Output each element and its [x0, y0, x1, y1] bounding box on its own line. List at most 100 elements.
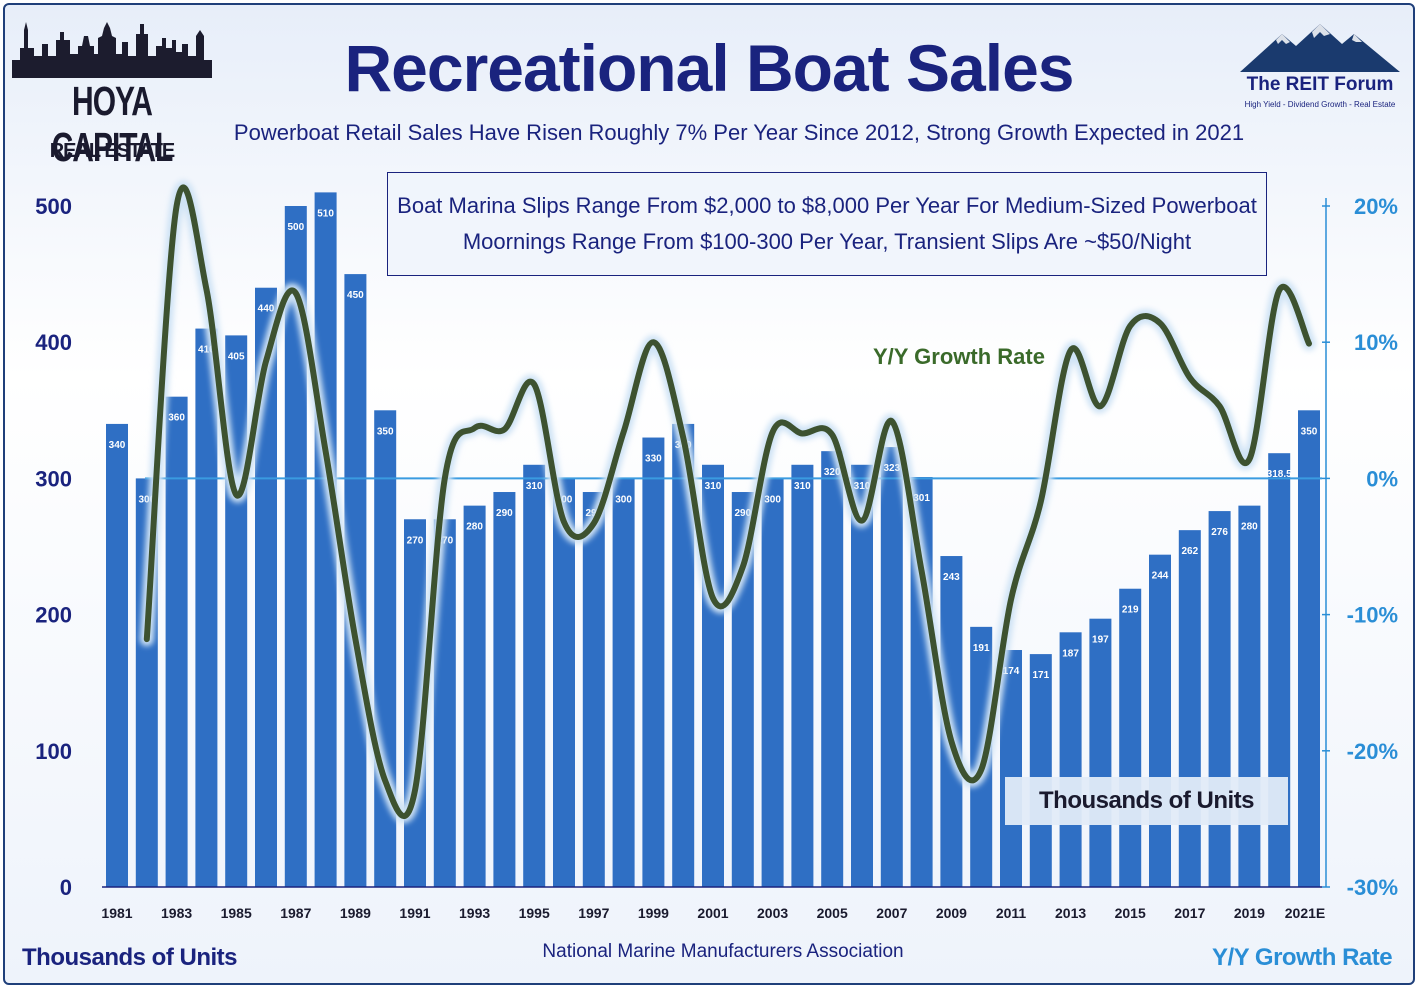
y2-tick-4: 10% — [1354, 330, 1398, 355]
x-tick-1981: 1981 — [101, 905, 132, 921]
bar-value-label-1998: 300 — [615, 494, 632, 505]
bar-value-label-2017: 262 — [1181, 546, 1198, 557]
bar-value-label-1987: 500 — [287, 222, 304, 233]
bar-1992 — [433, 519, 456, 887]
bar-1988 — [314, 192, 337, 887]
bar-1994 — [493, 492, 516, 887]
bar-1998 — [612, 478, 635, 887]
bar-value-label-1986: 440 — [258, 304, 275, 315]
bar-2006 — [851, 464, 873, 887]
x-tick-2003: 2003 — [757, 905, 788, 921]
y2-tick-3: 0% — [1366, 466, 1398, 491]
bar-value-label-2013: 187 — [1062, 648, 1079, 659]
y-tick-300: 300 — [35, 466, 72, 491]
bar-1989 — [344, 274, 367, 888]
x-tick-1995: 1995 — [519, 905, 550, 921]
bar-value-label-2019: 280 — [1241, 522, 1258, 533]
x-tick-2007: 2007 — [876, 905, 907, 921]
bar-value-label-1992: 270 — [436, 535, 453, 546]
bar-value-label-1999: 330 — [645, 454, 662, 465]
bar-value-label-2006: 310 — [854, 481, 871, 492]
bar-value-label-2003: 300 — [764, 494, 781, 505]
left-axis-title: Thousands of Units — [22, 944, 238, 971]
bar-value-label-1995: 310 — [526, 481, 543, 492]
annotation-line1: Boat Marina Slips Range From $2,000 to $… — [397, 193, 1257, 218]
bar-value-label-2012: 171 — [1032, 670, 1049, 681]
bar-value-label-2004: 310 — [794, 481, 811, 492]
bar-2004 — [791, 464, 814, 887]
x-tick-2015: 2015 — [1115, 905, 1146, 921]
bar-value-label-2014: 197 — [1092, 635, 1109, 646]
growth-line-layer — [139, 180, 1316, 824]
y-tick-500: 500 — [35, 194, 72, 219]
bar-2021E — [1298, 410, 1320, 887]
hoya-capital-logo: HOYA CAPITAL REAL ESTATE — [12, 10, 212, 170]
bar-2017 — [1178, 530, 1201, 887]
x-tick-1985: 1985 — [221, 905, 252, 921]
bar-1987 — [284, 206, 307, 887]
x-tick-2013: 2013 — [1055, 905, 1086, 921]
bar-value-label-2015: 219 — [1122, 605, 1139, 616]
x-tick-1983: 1983 — [161, 905, 192, 921]
x-tick-2021E: 2021E — [1285, 905, 1325, 921]
bar-value-label-2011: 174 — [1003, 666, 1020, 677]
x-tick-1991: 1991 — [399, 905, 430, 921]
chart-title: Recreational Boat Sales — [344, 31, 1075, 105]
bar-2014 — [1089, 618, 1112, 887]
bar-value-label-2007: 323 — [883, 463, 900, 474]
y2-tick-5: 20% — [1354, 194, 1398, 219]
x-tick-1999: 1999 — [638, 905, 669, 921]
y2-tick-2: -10% — [1347, 603, 1398, 628]
bar-1997 — [582, 492, 605, 887]
x-tick-1997: 1997 — [578, 905, 609, 921]
bar-2005 — [821, 451, 844, 887]
growth-line — [143, 184, 1312, 820]
right-axis-title: Y/Y Growth Rate — [1212, 944, 1393, 971]
y-tick-0: 0 — [60, 875, 72, 900]
units-label: Thousands of Units — [1039, 787, 1255, 814]
bars-layer — [106, 192, 1320, 888]
growth-series-label: Y/Y Growth Rate — [873, 344, 1045, 369]
annotation-line2: Moornings Range From $100-300 Per Year, … — [462, 229, 1192, 254]
x-tick-2005: 2005 — [817, 905, 848, 921]
bar-1996 — [553, 478, 575, 887]
axes-layer: 0 100 200 300 400 500 -30% -20% -10% 0% 10% 20% 1981… — [35, 194, 1398, 921]
y-tick-400: 400 — [35, 330, 72, 355]
bar-1986 — [255, 287, 277, 888]
bar-value-label-2020: 318.5 — [1267, 469, 1292, 480]
bar-value-label-1989: 450 — [347, 290, 364, 301]
bar-2013 — [1059, 632, 1082, 887]
bar-2003 — [761, 478, 784, 887]
logo-line2: REAL ESTATE — [49, 140, 176, 162]
y-tick-100: 100 — [35, 739, 72, 764]
bar-2016 — [1149, 554, 1171, 887]
bar-value-label-2018: 276 — [1211, 527, 1228, 538]
bar-2019 — [1238, 505, 1261, 887]
bar-value-label-2002: 290 — [734, 508, 751, 519]
bar-value-label-2009: 243 — [943, 572, 960, 583]
bar-2015 — [1119, 588, 1142, 887]
y2-tick-1: -20% — [1347, 739, 1398, 764]
bar-value-label-2016: 244 — [1152, 571, 1169, 582]
x-tick-2001: 2001 — [697, 905, 728, 921]
bar-1981 — [106, 423, 128, 887]
bar-value-label-1994: 290 — [496, 508, 513, 519]
bar-value-label-1991: 270 — [407, 535, 424, 546]
bar-value-label-1984: 410 — [198, 345, 215, 356]
x-tick-1993: 1993 — [459, 905, 490, 921]
chart-subtitle: Powerboat Retail Sales Have Risen Roughl… — [233, 120, 1245, 145]
x-tick-1989: 1989 — [340, 905, 371, 921]
bar-1999 — [642, 437, 665, 887]
annotation-box: Boat Marina Slips Range From $2,000 to $… — [387, 172, 1267, 276]
reit-forum-logo: The REIT Forum High Yield - Dividend Gro… — [1230, 20, 1410, 120]
x-tick-2009: 2009 — [936, 905, 967, 921]
bar-2012 — [1029, 654, 1052, 887]
bar-1993 — [463, 505, 486, 887]
bar-value-label-2010: 191 — [973, 643, 990, 654]
units-label-box: Thousands of Units — [1005, 777, 1288, 825]
y2-tick-0: -30% — [1347, 875, 1398, 900]
x-tick-1987: 1987 — [280, 905, 311, 921]
bar-value-label-2001: 310 — [705, 481, 722, 492]
source-note: National Marine Manufacturers Associatio… — [542, 941, 904, 962]
